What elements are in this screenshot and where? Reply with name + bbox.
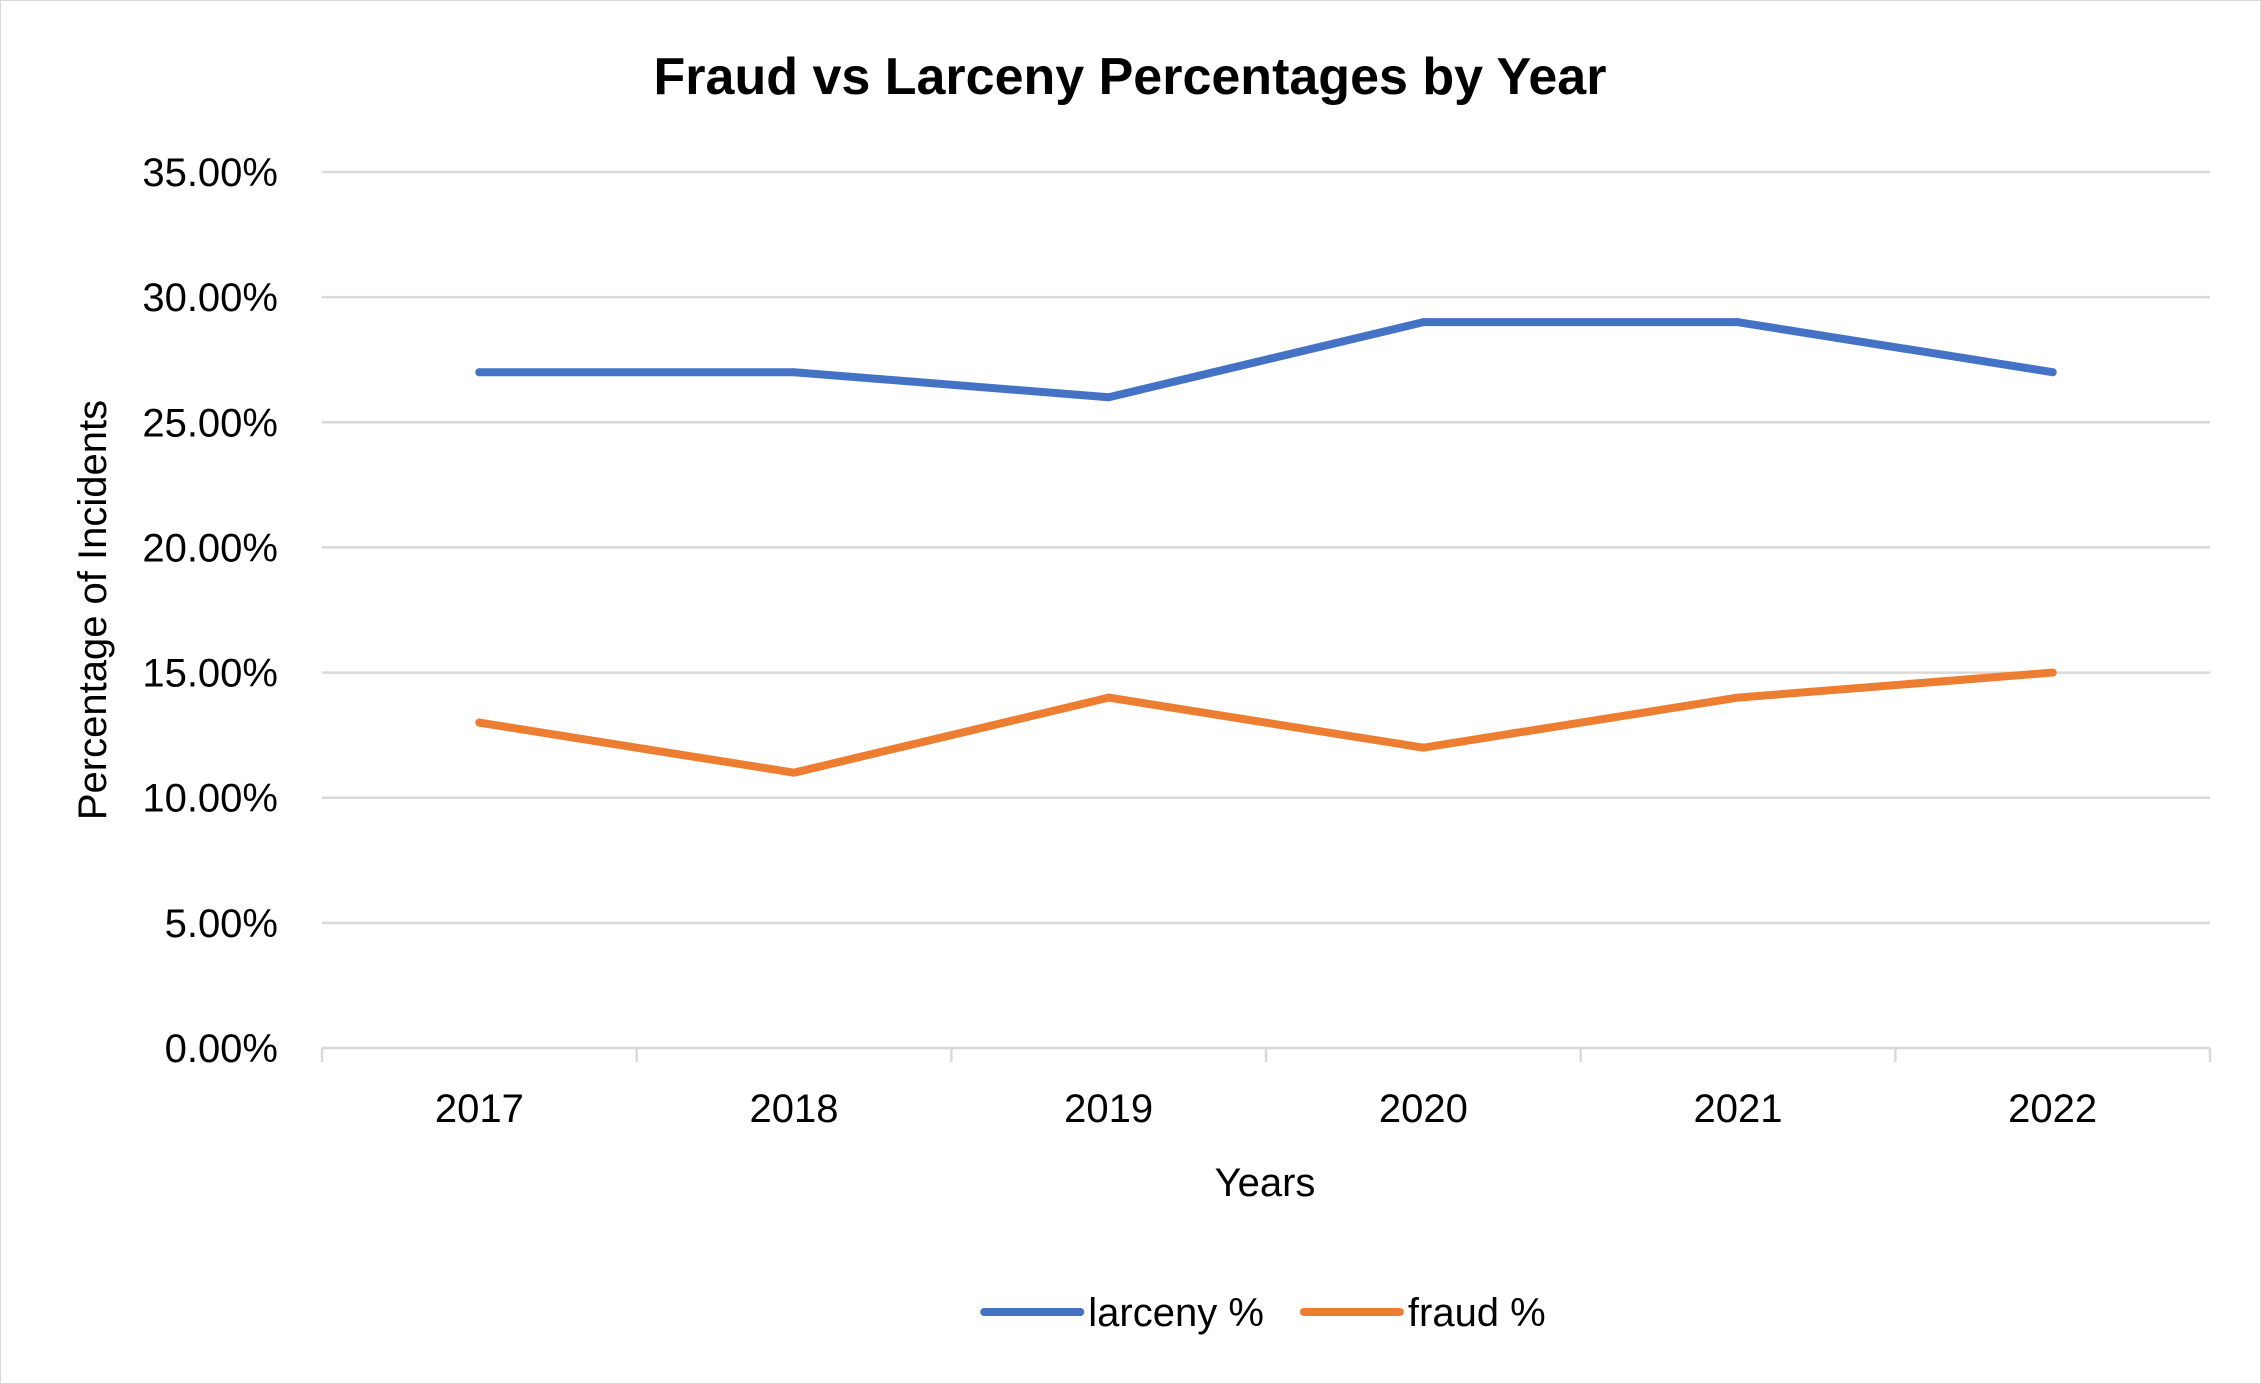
y-tick-label: 20.00% [142, 526, 278, 570]
y-tick-label: 25.00% [142, 401, 278, 445]
data-point [1104, 393, 1113, 402]
data-point [1419, 743, 1428, 752]
legend-label: fraud % [1408, 1291, 1546, 1335]
y-tick-label: 10.00% [142, 777, 278, 821]
x-tick-label: 2020 [1379, 1087, 1468, 1131]
x-tick-label: 2018 [750, 1087, 839, 1131]
series-lines [475, 318, 2057, 777]
data-point [2048, 668, 2057, 677]
data-point [790, 768, 798, 777]
y-tick-label: 30.00% [142, 276, 278, 320]
y-tick-label: 15.00% [142, 652, 278, 696]
data-point [475, 718, 484, 727]
y-axis-title: Percentage of Incidents [71, 400, 115, 820]
data-point [1419, 318, 1428, 327]
x-tick-label: 2022 [2008, 1087, 2097, 1131]
data-point [2048, 368, 2057, 377]
series-line-0 [475, 318, 2057, 402]
x-tick-label: 2017 [435, 1087, 524, 1131]
x-axis: 2017 2018 2019 2020 2021 2022 [320, 1046, 2212, 1131]
legend: larceny % fraud % [980, 1291, 1546, 1335]
data-point [475, 368, 484, 377]
data-point [1104, 693, 1113, 702]
x-tick-label: 2019 [1064, 1087, 1153, 1131]
x-tick-label: 2021 [1694, 1087, 1783, 1131]
data-point [790, 368, 798, 377]
chart-title: Fraud vs Larceny Percentages by Year [654, 48, 1607, 106]
data-point [1734, 318, 1742, 327]
legend-label: larceny % [1088, 1291, 1264, 1335]
y-axis-ticks: 0.00% 5.00% 10.00% 15.00% 20.00% 25.00% 30.00%… [142, 151, 278, 1071]
gridlines [322, 170, 2210, 925]
x-axis-title: Years [1215, 1161, 1316, 1205]
series-line-1 [475, 668, 2057, 777]
y-tick-label: 35.00% [142, 151, 278, 195]
legend-item: fraud % [1299, 1291, 1546, 1335]
y-tick-label: 5.00% [165, 902, 278, 946]
data-point [1734, 693, 1742, 702]
y-tick-label: 0.00% [165, 1027, 278, 1071]
legend-item: larceny % [980, 1291, 1264, 1335]
